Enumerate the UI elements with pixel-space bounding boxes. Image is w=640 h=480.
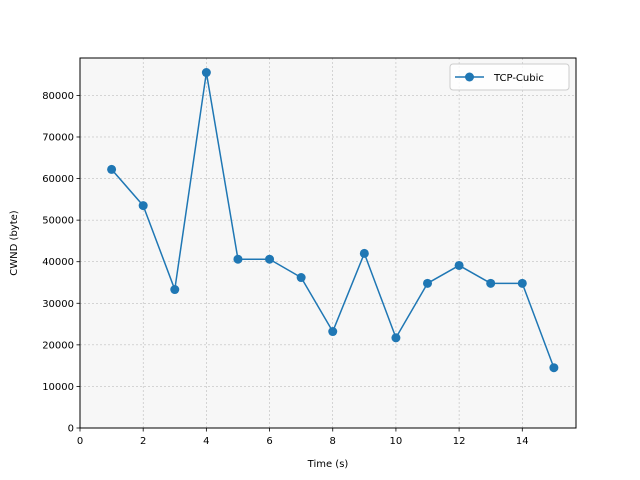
- legend: TCP-Cubic: [449, 63, 570, 91]
- y-tick-label: 60000: [42, 174, 74, 185]
- y-axis-ticks: 0 10000 20000 30000 40000 50000 60000 70000 8000…: [42, 91, 80, 435]
- y-tick-label: 70000: [42, 132, 74, 143]
- x-tick-label: 10: [390, 436, 403, 447]
- x-tick-label: 14: [516, 436, 529, 447]
- y-axis-label: CWND (byte): [9, 210, 20, 275]
- data-point: [517, 278, 527, 288]
- x-axis-ticks: 0 2 4 6 8 10 12 14: [77, 428, 529, 447]
- data-point: [138, 201, 148, 211]
- data-point: [201, 68, 211, 78]
- y-tick-label: 10000: [42, 382, 74, 393]
- data-point: [265, 254, 275, 264]
- data-point: [359, 248, 369, 258]
- y-tick-label: 20000: [42, 340, 74, 351]
- series-layer: [107, 68, 559, 373]
- x-axis-label: Time (s): [307, 459, 349, 470]
- plot-frame: [79, 57, 577, 429]
- data-point: [423, 278, 433, 288]
- data-point: [170, 285, 180, 295]
- x-tick-label: 8: [330, 436, 336, 447]
- x-tick-label: 2: [140, 436, 146, 447]
- x-tick-label: 4: [203, 436, 209, 447]
- y-tick-label: 80000: [42, 91, 74, 102]
- data-point: [233, 254, 243, 264]
- x-tick-label: 6: [266, 436, 272, 447]
- data-point: [296, 273, 306, 283]
- y-tick-label: 0: [68, 424, 74, 435]
- data-point: [549, 363, 559, 373]
- x-tick-label: 0: [77, 436, 83, 447]
- y-tick-label: 40000: [42, 257, 74, 268]
- y-tick-label: 30000: [42, 299, 74, 310]
- legend-label: TCP-Cubic: [493, 73, 544, 84]
- legend-marker: [465, 72, 474, 82]
- y-tick-label: 50000: [42, 216, 74, 227]
- data-point: [328, 327, 338, 337]
- x-tick-label: 12: [453, 436, 466, 447]
- plot-area: [80, 58, 576, 428]
- legend-box: [449, 63, 570, 91]
- data-point: [107, 164, 117, 174]
- data-point: [391, 333, 401, 343]
- data-point: [454, 260, 464, 270]
- data-point: [486, 278, 496, 288]
